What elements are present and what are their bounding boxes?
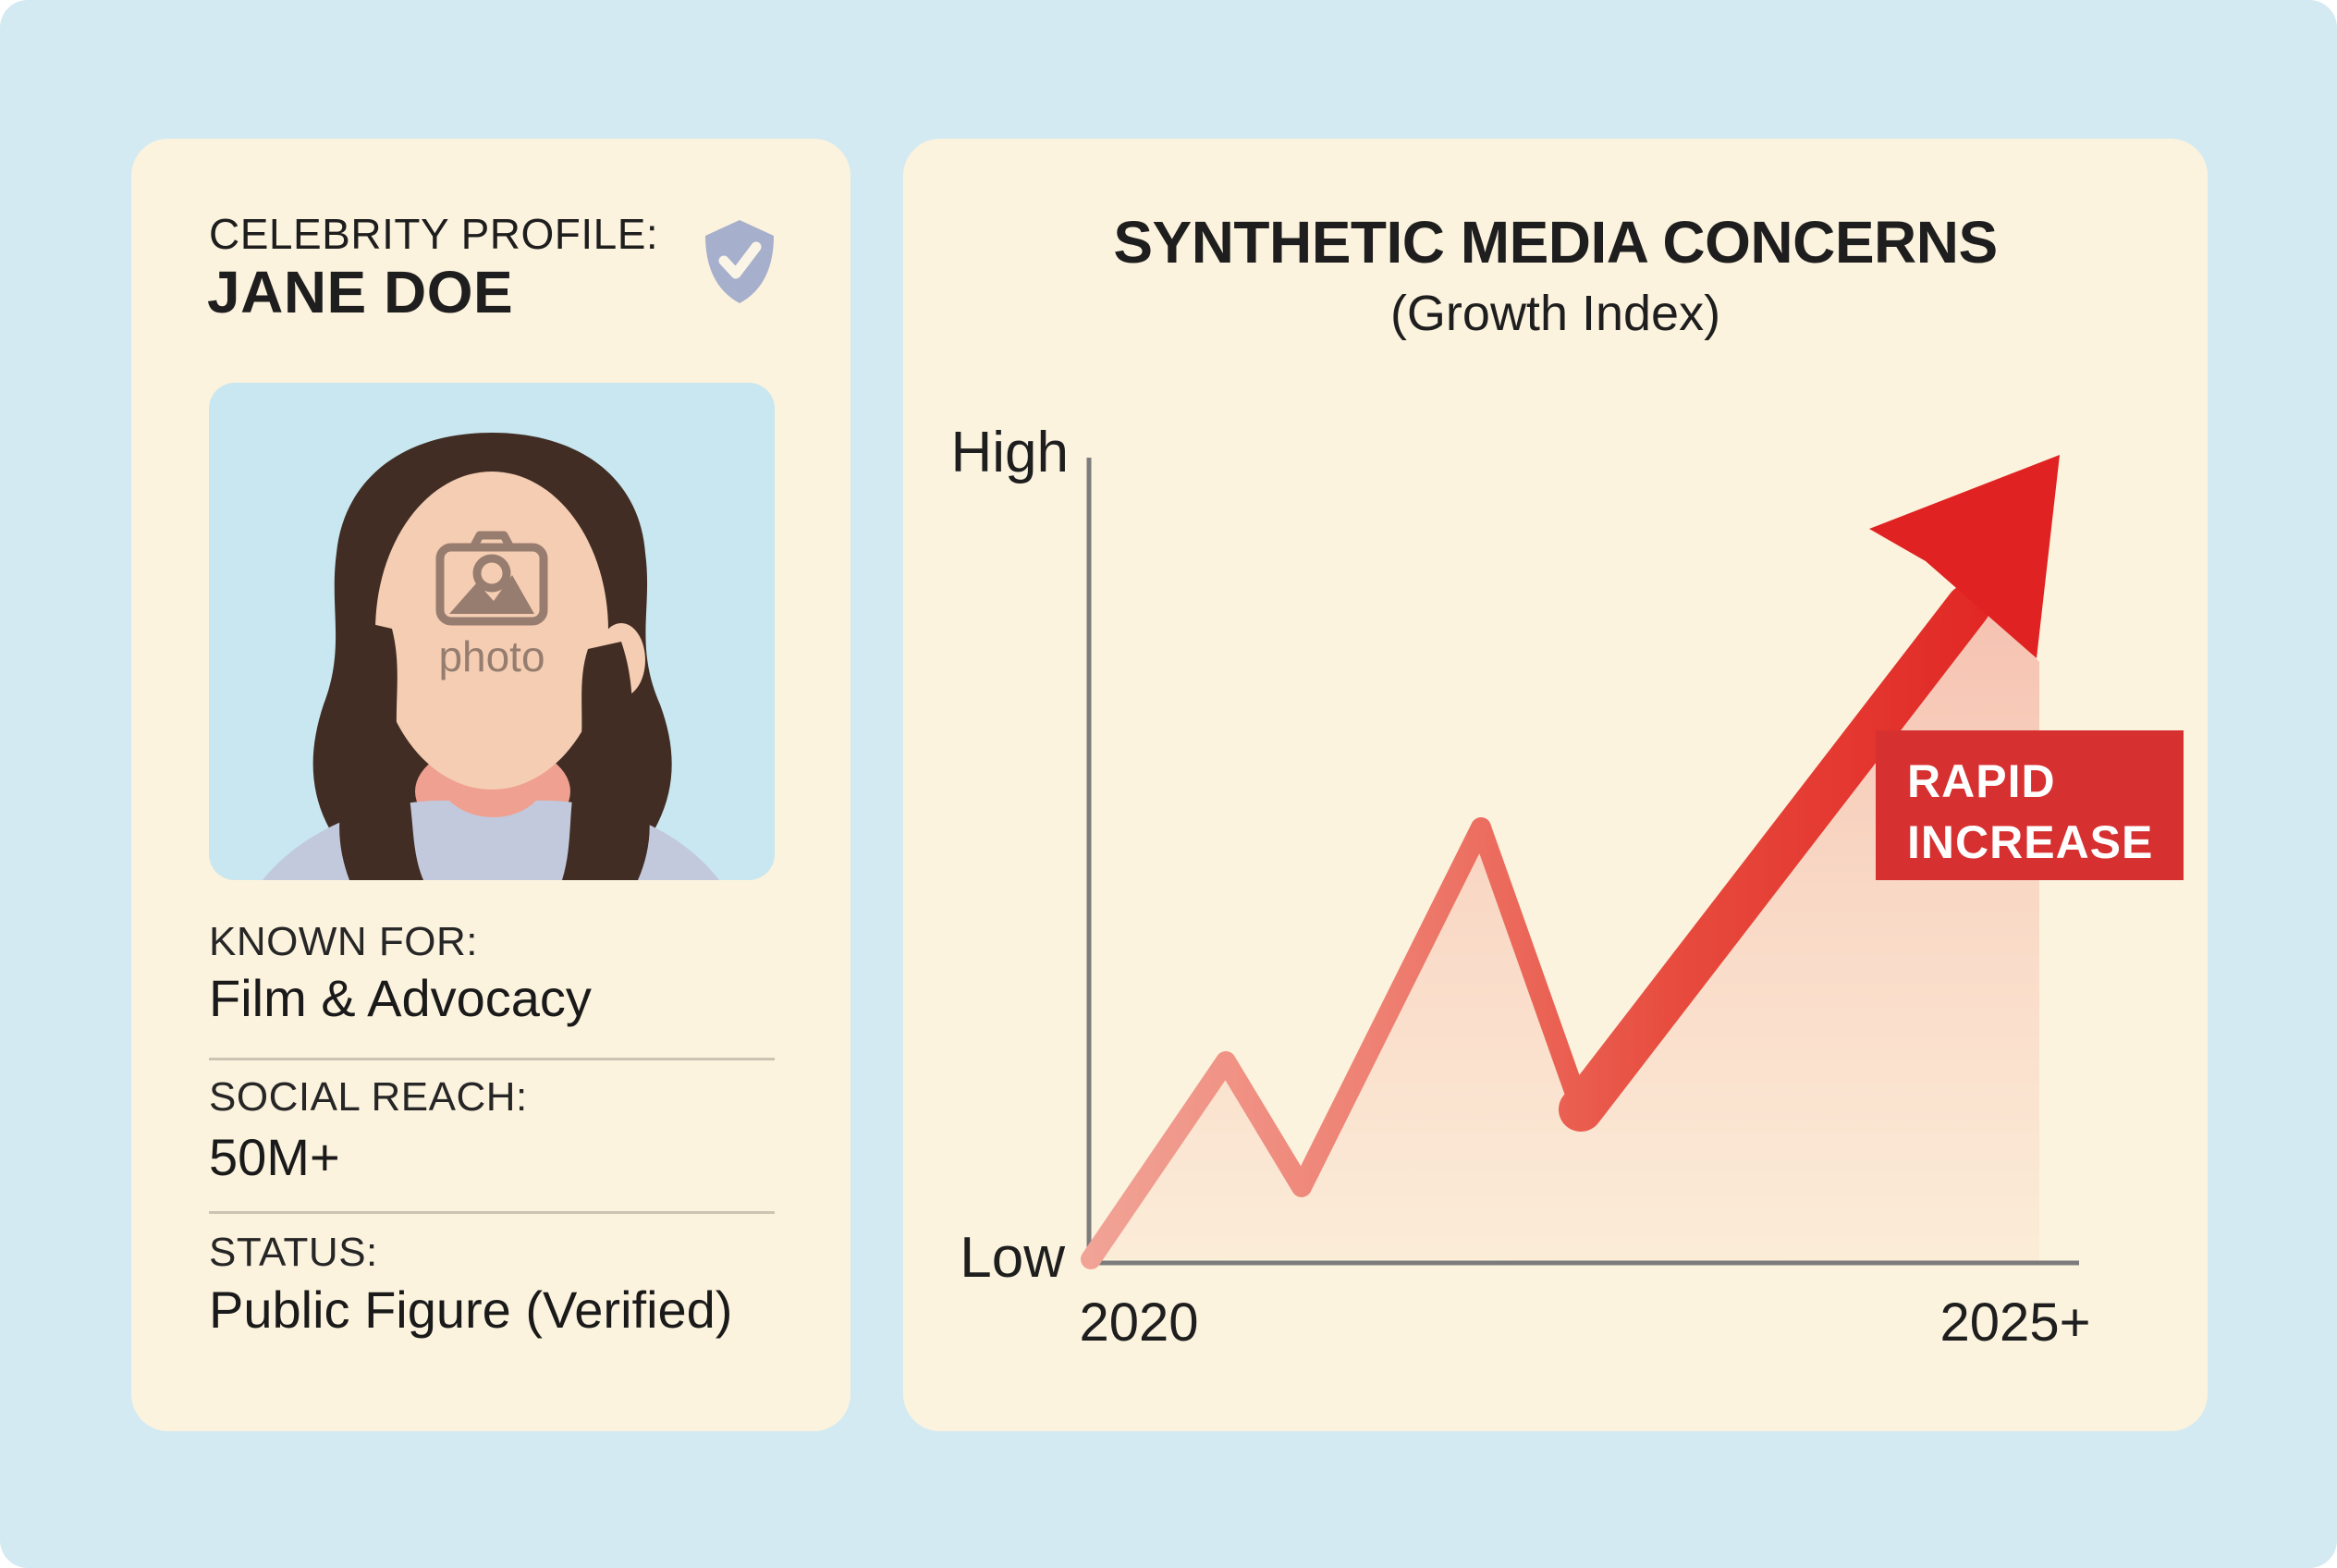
profile-name: JANE DOE (207, 259, 514, 325)
arrow-head (1869, 455, 2060, 658)
verified-shield-check-icon (705, 220, 774, 303)
field-label-known-for: KNOWN FOR: (209, 919, 478, 964)
field-value-status: Public Figure (Verified) (209, 1280, 733, 1339)
field-label-status: STATUS: (209, 1230, 378, 1275)
photo-placeholder-word: photo (438, 632, 544, 680)
trend-area-fill (1091, 610, 2039, 1261)
trend-line (1081, 817, 1591, 1269)
field-label-social-reach: SOCIAL REACH: (209, 1074, 528, 1120)
y-axis-label-high: High (950, 421, 1069, 484)
rapid-increase-badge (1876, 730, 2184, 880)
chart-title: SYNTHETIC MEDIA CONCERNS (1113, 209, 1998, 276)
profile-card-label: CELEBRITY PROFILE: (209, 210, 659, 258)
x-axis-label-2025: 2025+ (1939, 1292, 2091, 1353)
arrow-shaft (1559, 584, 1990, 1132)
chart-subtitle: (Growth Index) (1389, 286, 1721, 341)
avatar-hair-strand-right (562, 642, 650, 880)
avatar-face (375, 472, 608, 790)
growth-chart-card: SYNTHETIC MEDIA CONCERNS (Growth Index) (903, 139, 2208, 1431)
avatar-illustration: photo (263, 433, 719, 880)
rapid-increase-line2: INCREASE (1907, 816, 2153, 868)
field-value-social-reach: 50M+ (209, 1128, 340, 1186)
y-axis-label-low: Low (960, 1226, 1065, 1290)
field-value-known-for: Film & Advocacy (209, 969, 592, 1027)
celebrity-profile-card: CELEBRITY PROFILE: JANE DOE (131, 139, 850, 1431)
avatar-hair-strand-left (339, 623, 423, 880)
field-divider (209, 1058, 775, 1060)
rapid-increase-line1: RAPID (1907, 755, 2056, 807)
field-divider (209, 1211, 775, 1214)
x-axis-label-2020: 2020 (1079, 1292, 1199, 1353)
growth-chart-plot: RAPID INCREASE (1081, 455, 2184, 1269)
profile-photo-placeholder: photo (209, 383, 775, 880)
camera-photo-icon (435, 531, 548, 626)
